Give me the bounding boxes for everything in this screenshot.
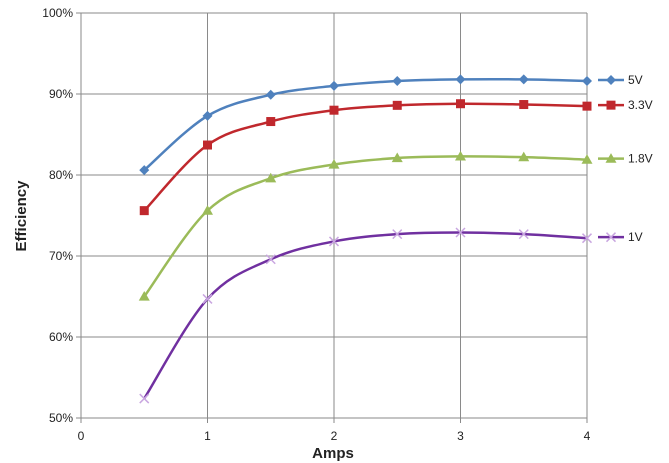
x-tick-label: 0 bbox=[78, 429, 85, 443]
legend-item-5v: 5V bbox=[598, 73, 643, 87]
data-point-1v bbox=[202, 293, 213, 304]
data-point-3-3v bbox=[392, 100, 402, 110]
series-line-1-8v bbox=[143, 155, 588, 298]
data-point-3-3v bbox=[329, 105, 339, 115]
series-lines bbox=[138, 74, 593, 404]
data-point-3-3v bbox=[456, 99, 465, 109]
data-point-3-3v bbox=[519, 100, 529, 110]
legend-item-1-8v: 1.8V bbox=[598, 152, 653, 166]
legend-marker bbox=[605, 232, 617, 243]
data-point-5v bbox=[202, 110, 213, 121]
legend-item-3-3v: 3.3V bbox=[598, 98, 653, 112]
tick-labels: 50% 60% 70% 80% 90% 100% 0 1 2 3 4 bbox=[42, 6, 590, 443]
series-line-1v bbox=[143, 231, 588, 400]
data-point-1v bbox=[455, 227, 466, 238]
series-5v bbox=[139, 74, 592, 176]
legend-label: 1.8V bbox=[628, 152, 653, 166]
series-3-3v bbox=[139, 99, 592, 216]
x-tick-label: 3 bbox=[457, 429, 464, 443]
series-1v bbox=[139, 227, 593, 404]
legend-marker bbox=[605, 153, 617, 163]
data-point-5v bbox=[392, 76, 403, 87]
x-tick-label: 2 bbox=[331, 429, 338, 443]
legend-marker bbox=[606, 75, 616, 86]
data-point-5v bbox=[518, 74, 529, 85]
data-point-1-8v bbox=[138, 291, 150, 301]
data-point-3-3v bbox=[203, 140, 212, 150]
data-point-1-8v bbox=[202, 205, 213, 215]
legend-label: 1V bbox=[628, 230, 643, 244]
series-1-8v bbox=[138, 150, 593, 301]
data-point-1v bbox=[139, 393, 150, 404]
legend-label: 5V bbox=[628, 73, 643, 87]
data-point-1-8v bbox=[391, 152, 403, 163]
data-point-3-3v bbox=[582, 101, 592, 111]
data-point-5v bbox=[139, 165, 150, 176]
y-tick-label: 50% bbox=[49, 411, 73, 425]
data-point-1-8v bbox=[265, 172, 277, 183]
data-point-1v bbox=[518, 229, 529, 240]
y-tick-label: 100% bbox=[42, 6, 73, 20]
data-point-1v bbox=[265, 254, 276, 265]
y-axis-title: Efficiency bbox=[13, 180, 30, 252]
legend: 5V 3.3V 1.8V 1V bbox=[598, 73, 653, 244]
data-point-1v bbox=[392, 229, 403, 240]
data-point-1-8v bbox=[328, 158, 340, 169]
x-axis-title: Amps bbox=[312, 445, 354, 462]
data-point-3-3v bbox=[139, 206, 149, 216]
data-point-1-8v bbox=[518, 151, 530, 162]
legend-label: 3.3V bbox=[628, 98, 653, 112]
data-point-5v bbox=[265, 89, 276, 100]
y-tick-label: 70% bbox=[49, 249, 73, 263]
data-point-5v bbox=[455, 74, 466, 85]
data-point-1-8v bbox=[581, 154, 593, 164]
axes bbox=[76, 12, 588, 423]
y-tick-label: 90% bbox=[49, 87, 73, 101]
data-point-5v bbox=[582, 76, 592, 87]
x-tick-label: 4 bbox=[584, 429, 591, 443]
x-tick-label: 1 bbox=[204, 429, 211, 443]
data-point-1-8v bbox=[455, 150, 466, 161]
gridlines bbox=[81, 12, 588, 418]
y-tick-label: 80% bbox=[49, 168, 73, 182]
legend-marker bbox=[606, 100, 616, 110]
data-point-3-3v bbox=[266, 117, 276, 127]
y-tick-label: 60% bbox=[49, 330, 73, 344]
data-point-1v bbox=[328, 236, 340, 247]
data-point-1v bbox=[581, 233, 593, 244]
legend-item-1v: 1V bbox=[598, 230, 643, 244]
data-point-5v bbox=[329, 80, 339, 91]
